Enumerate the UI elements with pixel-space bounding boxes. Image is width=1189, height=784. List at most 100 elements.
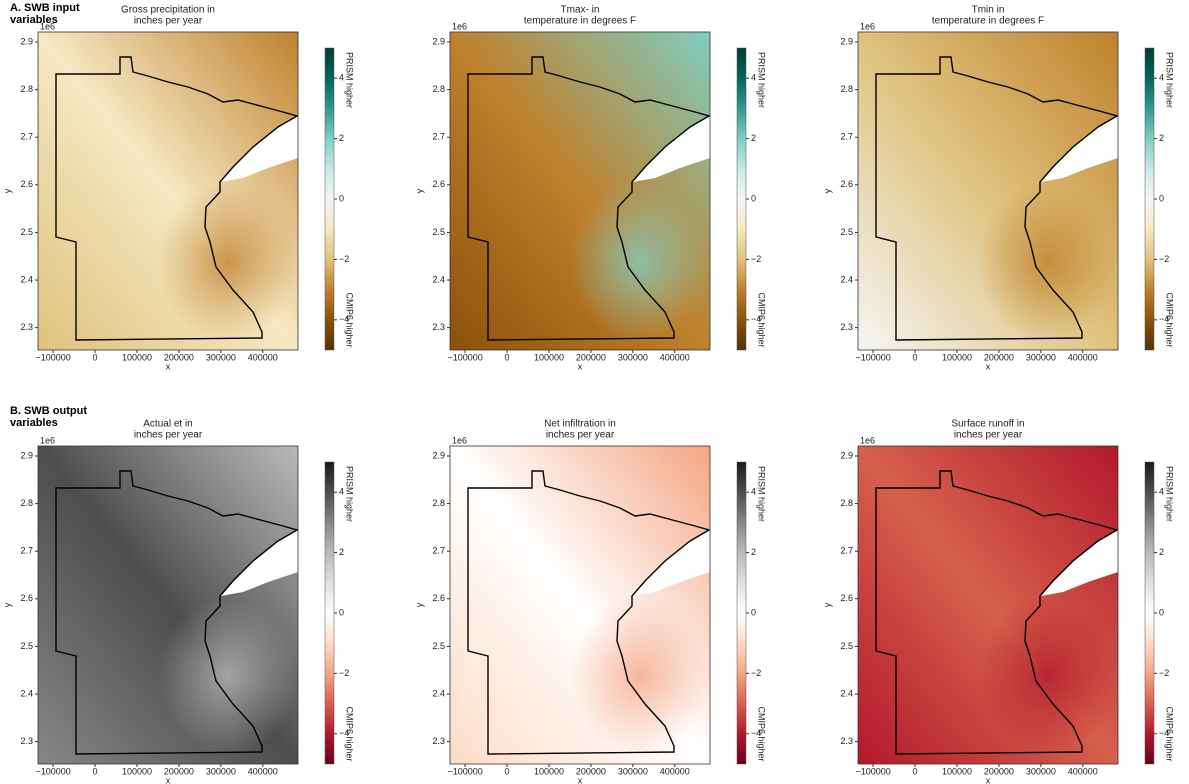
colorbar-tick-label: 2 xyxy=(1159,547,1164,557)
y-tick-label: 2.6 xyxy=(432,179,445,189)
x-tick-label: 300000 xyxy=(618,352,648,362)
colorbar-low-label: CMIP6 higher xyxy=(1165,292,1175,347)
x-tick-label: 200000 xyxy=(576,352,606,362)
y-tick-label: 2.7 xyxy=(840,546,853,556)
y-tick-label: 2.6 xyxy=(840,593,853,603)
y-offset-label: 1e6 xyxy=(452,435,467,445)
colorbar-tick-label: 4 xyxy=(751,487,756,497)
colorbar xyxy=(324,47,335,351)
section-label: A. SWB input xyxy=(10,2,80,14)
x-tick-label: 400000 xyxy=(248,352,278,362)
colorbar-high-label: PRISM higher xyxy=(757,52,767,108)
axes-frame xyxy=(449,445,711,765)
raster xyxy=(38,446,298,764)
y-axis-label: y xyxy=(822,602,832,607)
y-tick-label: 2.4 xyxy=(432,274,445,284)
y-offset-label: 1e6 xyxy=(860,21,875,31)
y-tick-label: 2.9 xyxy=(432,450,445,460)
y-tick-label: 2.3 xyxy=(840,322,853,332)
raster-patch xyxy=(570,596,710,756)
colorbar-tick-label: −2 xyxy=(751,668,761,678)
x-tick-label: 100000 xyxy=(942,352,972,362)
colorbar-low-label: CMIP6 higher xyxy=(345,706,355,761)
colorbar-high-label: PRISM higher xyxy=(345,466,355,522)
state-outline xyxy=(467,56,710,341)
x-tick-label: 300000 xyxy=(206,766,236,776)
panel-subtitle: inches per year xyxy=(954,430,1023,441)
section-label: variables xyxy=(10,417,58,429)
x-tick-label: 200000 xyxy=(984,766,1014,776)
x-tick-label: 200000 xyxy=(576,766,606,776)
y-tick-label: 2.5 xyxy=(432,641,445,651)
colorbar-low-label: CMIP6 higher xyxy=(757,292,767,347)
x-tick-label: 100000 xyxy=(942,766,972,776)
colorbar-tick-label: −2 xyxy=(751,254,761,264)
x-tick-label: 100000 xyxy=(122,766,152,776)
y-tick-label: 2.4 xyxy=(840,688,853,698)
x-tick-label: −100000 xyxy=(35,352,70,362)
colorbar xyxy=(736,461,747,765)
y-tick-label: 2.8 xyxy=(20,498,33,508)
raster-patch xyxy=(978,182,1118,342)
colorbar-tick-label: −4 xyxy=(339,314,349,324)
colorbar-tick-label: −4 xyxy=(1159,728,1169,738)
y-tick-label: 2.5 xyxy=(20,641,33,651)
x-tick-label: 100000 xyxy=(534,766,564,776)
x-tick-label: 200000 xyxy=(164,352,194,362)
panel-title: Tmax- in xyxy=(561,5,600,16)
x-tick-label: −100000 xyxy=(447,766,482,776)
panel-title: Net infiltration in xyxy=(544,419,616,430)
panel-title: Tmin in xyxy=(972,5,1005,16)
colorbar-high-label: PRISM higher xyxy=(1165,52,1175,108)
x-tick-label: −100000 xyxy=(35,766,70,776)
x-tick-label: 0 xyxy=(505,766,510,776)
colorbar-high-label: PRISM higher xyxy=(345,52,355,108)
y-tick-label: 2.4 xyxy=(20,688,33,698)
panel-title: Actual et in xyxy=(143,419,192,430)
axes-frame xyxy=(37,31,299,351)
x-tick-label: −100000 xyxy=(855,766,890,776)
x-tick-label: 300000 xyxy=(206,352,236,362)
colorbar xyxy=(736,47,747,351)
x-tick-label: 400000 xyxy=(248,766,278,776)
x-tick-label: 0 xyxy=(913,352,918,362)
colorbar xyxy=(324,461,335,765)
x-tick-label: 0 xyxy=(913,766,918,776)
section-label: variables xyxy=(10,14,58,26)
y-axis-label: y xyxy=(822,188,832,193)
panel-title: Surface runoff in xyxy=(951,419,1024,430)
state-outline xyxy=(55,56,298,341)
y-tick-label: 2.9 xyxy=(432,36,445,46)
y-tick-label: 2.3 xyxy=(20,322,33,332)
axes-frame xyxy=(449,31,711,351)
colorbar-tick-label: 2 xyxy=(751,133,756,143)
y-tick-label: 2.8 xyxy=(840,498,853,508)
x-axis-label: x xyxy=(578,361,583,371)
y-tick-label: 2.3 xyxy=(20,736,33,746)
lake-superior xyxy=(1041,116,1118,182)
x-tick-label: 100000 xyxy=(122,352,152,362)
colorbar-tick-label: 4 xyxy=(339,73,344,83)
colorbar-tick-label: 2 xyxy=(339,547,344,557)
colorbar-tick-label: 0 xyxy=(339,607,344,617)
y-offset-label: 1e6 xyxy=(40,435,55,445)
colorbar-tick-label: 4 xyxy=(1159,73,1164,83)
state-outline xyxy=(875,470,1118,755)
lake-superior xyxy=(221,530,298,596)
y-tick-label: 2.4 xyxy=(840,274,853,284)
x-axis-label: x xyxy=(578,775,583,784)
x-axis-label: x xyxy=(986,775,991,784)
colorbar-tick-label: 0 xyxy=(339,193,344,203)
y-tick-label: 2.7 xyxy=(20,546,33,556)
x-tick-label: 200000 xyxy=(164,766,194,776)
y-tick-label: 2.6 xyxy=(840,179,853,189)
y-tick-label: 2.5 xyxy=(20,227,33,237)
y-tick-label: 2.6 xyxy=(20,179,33,189)
colorbar-tick-label: 4 xyxy=(339,487,344,497)
y-tick-label: 2.8 xyxy=(432,84,445,94)
x-tick-label: 200000 xyxy=(984,352,1014,362)
colorbar-tick-label: 2 xyxy=(1159,133,1164,143)
